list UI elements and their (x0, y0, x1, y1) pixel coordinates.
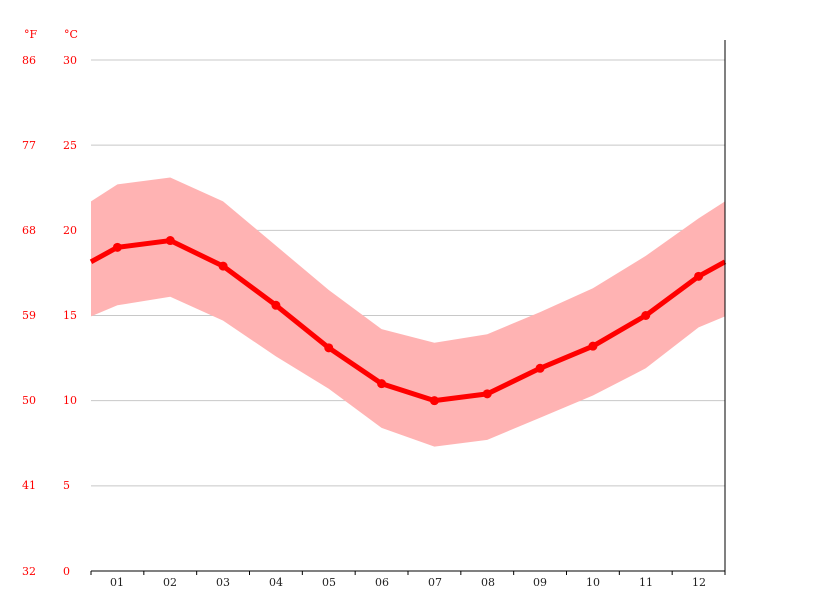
y-tick-f: 50 (22, 394, 36, 407)
x-tick-month: 07 (428, 576, 442, 589)
data-point (535, 363, 545, 373)
data-point (694, 271, 704, 281)
x-tick-month: 05 (322, 576, 336, 589)
data-point (377, 379, 387, 389)
y-tick-c: 0 (63, 565, 70, 578)
x-tick-month: 04 (269, 576, 283, 589)
data-point (218, 261, 228, 271)
x-tick-month: 03 (216, 576, 230, 589)
data-point (429, 396, 439, 406)
y-tick-f: 86 (22, 54, 36, 67)
y-tick-f: 77 (22, 139, 36, 152)
x-tick-month: 10 (586, 576, 600, 589)
y-tick-c: 10 (63, 394, 77, 407)
x-tick-month: 12 (692, 576, 706, 589)
data-point (588, 341, 598, 351)
data-point (112, 242, 122, 252)
min-max-band (91, 177, 725, 447)
x-tick-month: 06 (375, 576, 389, 589)
x-tick-month: 01 (110, 576, 124, 589)
data-point (165, 236, 175, 246)
data-point (324, 343, 334, 353)
y-tick-c: 30 (63, 54, 77, 67)
y-tick-f: 41 (22, 479, 36, 492)
y-tick-f: 59 (22, 309, 36, 322)
average-temperature-line (89, 238, 727, 404)
celsius-unit-label: °C (64, 28, 78, 41)
fahrenheit-unit-label: °F (24, 28, 38, 41)
y-tick-f: 68 (22, 224, 36, 237)
data-point (271, 300, 281, 310)
y-tick-f: 32 (22, 565, 36, 578)
x-tick-month: 08 (481, 576, 495, 589)
y-tick-c: 20 (63, 224, 77, 237)
y-tick-c: 15 (63, 309, 77, 322)
data-point (482, 389, 492, 399)
x-tick-month: 02 (163, 576, 177, 589)
x-tick-month: 09 (533, 576, 547, 589)
y-tick-c: 25 (63, 139, 77, 152)
data-point (641, 311, 651, 320)
y-tick-c: 5 (63, 479, 70, 492)
x-tick-month: 11 (639, 576, 653, 589)
